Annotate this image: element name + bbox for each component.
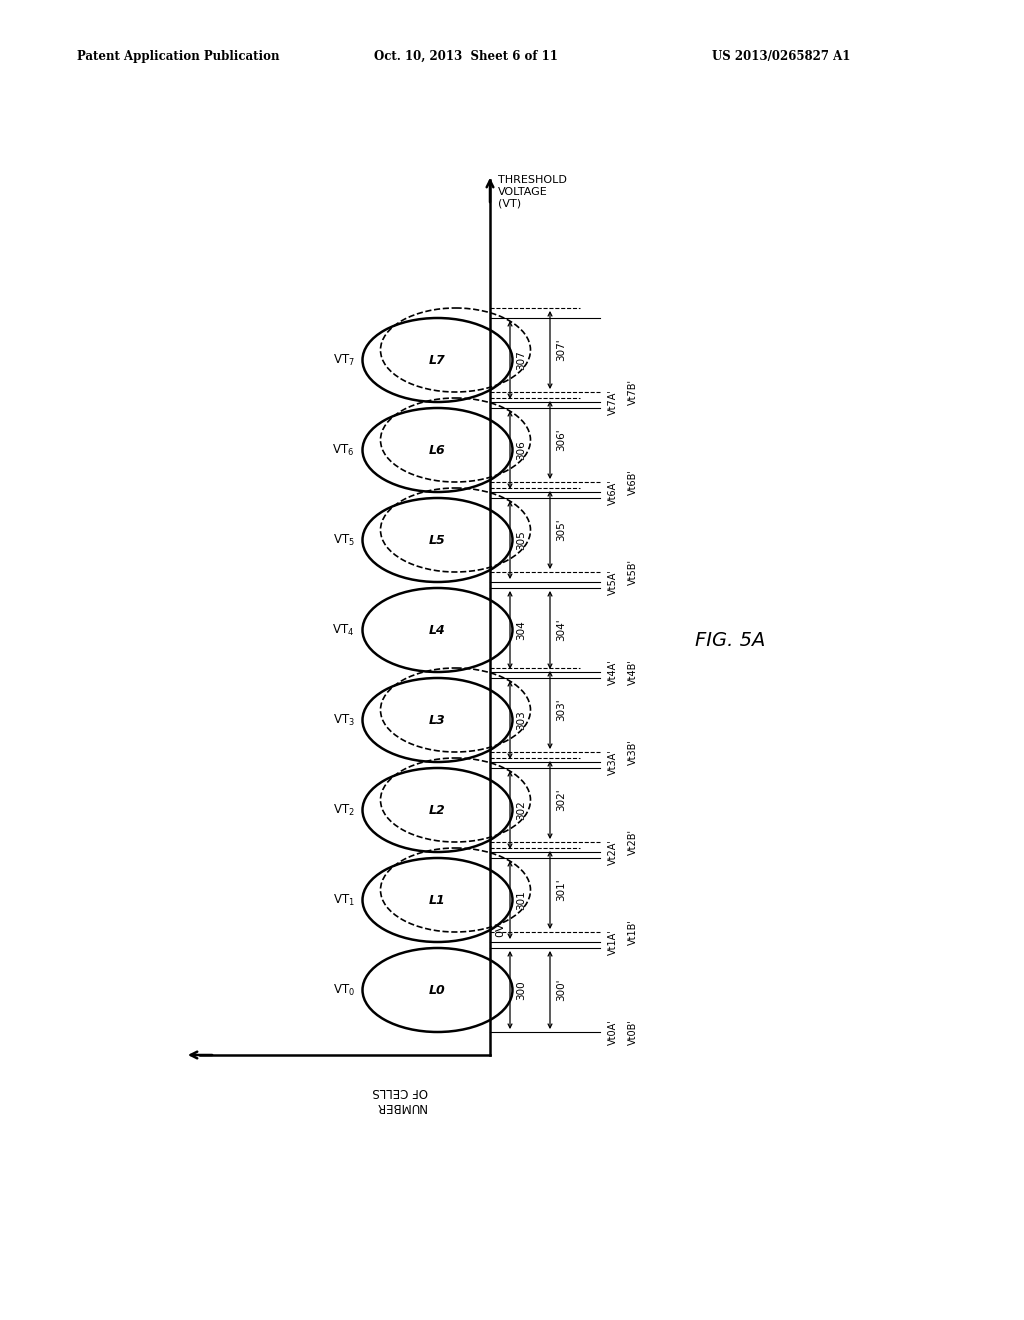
Text: FIG. 5A: FIG. 5A (695, 631, 765, 649)
Text: 301': 301' (556, 879, 566, 902)
Text: L3: L3 (429, 714, 445, 726)
Text: VT$_{3}$: VT$_{3}$ (333, 713, 354, 727)
Text: 306': 306' (556, 429, 566, 451)
Text: 307': 307' (556, 339, 566, 362)
Text: Vt0A': Vt0A' (608, 1019, 618, 1045)
Text: L4: L4 (429, 623, 445, 636)
Text: VT$_{7}$: VT$_{7}$ (333, 352, 354, 367)
Text: Vt3A': Vt3A' (608, 750, 618, 775)
Text: 304': 304' (556, 619, 566, 642)
Text: L1: L1 (429, 894, 445, 907)
Text: 303': 303' (556, 698, 566, 721)
Text: 305: 305 (516, 531, 526, 550)
Text: 0V: 0V (495, 923, 505, 937)
Text: VT$_{0}$: VT$_{0}$ (333, 982, 354, 998)
Text: Vt2B': Vt2B' (628, 829, 638, 855)
Text: NUMBER
OF CELLS: NUMBER OF CELLS (372, 1085, 428, 1113)
Text: THRESHOLD
VOLTAGE
(VT): THRESHOLD VOLTAGE (VT) (498, 176, 567, 209)
Text: 300': 300' (556, 978, 566, 1002)
Text: 303: 303 (516, 710, 526, 730)
Text: 304: 304 (516, 620, 526, 640)
Text: Vt4B': Vt4B' (628, 659, 638, 685)
Text: 301: 301 (516, 890, 526, 909)
Text: 307: 307 (516, 350, 526, 370)
Text: US 2013/0265827 A1: US 2013/0265827 A1 (712, 50, 850, 63)
Text: Oct. 10, 2013  Sheet 6 of 11: Oct. 10, 2013 Sheet 6 of 11 (374, 50, 558, 63)
Text: Vt1A': Vt1A' (608, 929, 618, 954)
Text: 305': 305' (556, 519, 566, 541)
Text: 306: 306 (516, 440, 526, 459)
Text: VT$_{5}$: VT$_{5}$ (333, 532, 354, 548)
Text: L0: L0 (429, 983, 445, 997)
Text: Vt2A': Vt2A' (608, 840, 618, 865)
Text: Vt4A': Vt4A' (608, 659, 618, 685)
Text: 300: 300 (516, 981, 526, 999)
Text: Vt6A': Vt6A' (608, 479, 618, 504)
Text: L6: L6 (429, 444, 445, 457)
Text: L2: L2 (429, 804, 445, 817)
Text: Patent Application Publication: Patent Application Publication (77, 50, 280, 63)
Text: Vt7B': Vt7B' (628, 379, 638, 405)
Text: Vt5A': Vt5A' (608, 569, 618, 595)
Text: Vt3B': Vt3B' (628, 739, 638, 764)
Text: Vt7A': Vt7A' (608, 389, 618, 414)
Text: Vt0B': Vt0B' (628, 1019, 638, 1045)
Text: VT$_{2}$: VT$_{2}$ (333, 803, 354, 817)
Text: VT$_{6}$: VT$_{6}$ (333, 442, 354, 458)
Text: Vt1B': Vt1B' (628, 919, 638, 945)
Text: VT$_{4}$: VT$_{4}$ (333, 623, 354, 638)
Text: Vt5B': Vt5B' (628, 558, 638, 585)
Text: 302': 302' (556, 788, 566, 812)
Text: VT$_{1}$: VT$_{1}$ (333, 892, 354, 908)
Text: L7: L7 (429, 354, 445, 367)
Text: L5: L5 (429, 533, 445, 546)
Text: 302: 302 (516, 800, 526, 820)
Text: Vt6B': Vt6B' (628, 469, 638, 495)
